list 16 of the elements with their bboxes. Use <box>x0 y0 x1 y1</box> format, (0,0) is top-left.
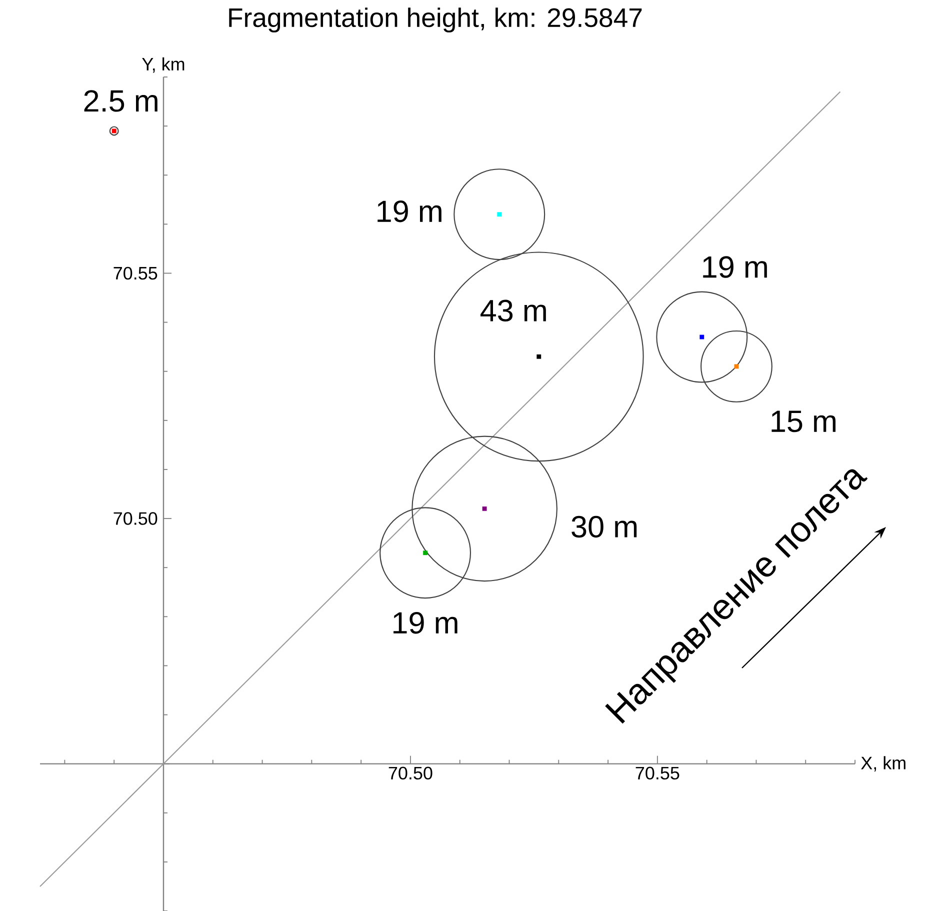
chart-title: Fragmentation height, km: 29.5847 <box>229 8 642 32</box>
point <box>536 354 542 359</box>
annotation: 15 m <box>772 410 836 432</box>
annotation: 19 m <box>703 256 767 278</box>
annotation: 43 m <box>480 300 546 322</box>
point <box>482 506 487 511</box>
annotation: 2.5 m <box>84 90 158 112</box>
x-axis-title: X, km <box>861 756 906 772</box>
point <box>734 364 739 369</box>
y-axis-title: Y, km <box>142 57 184 73</box>
annotation: 30 m <box>572 516 637 538</box>
annotation: 19 m <box>394 612 458 634</box>
point <box>497 212 502 217</box>
annotation: 19 m <box>378 200 442 222</box>
point <box>423 550 428 556</box>
point <box>700 334 704 340</box>
